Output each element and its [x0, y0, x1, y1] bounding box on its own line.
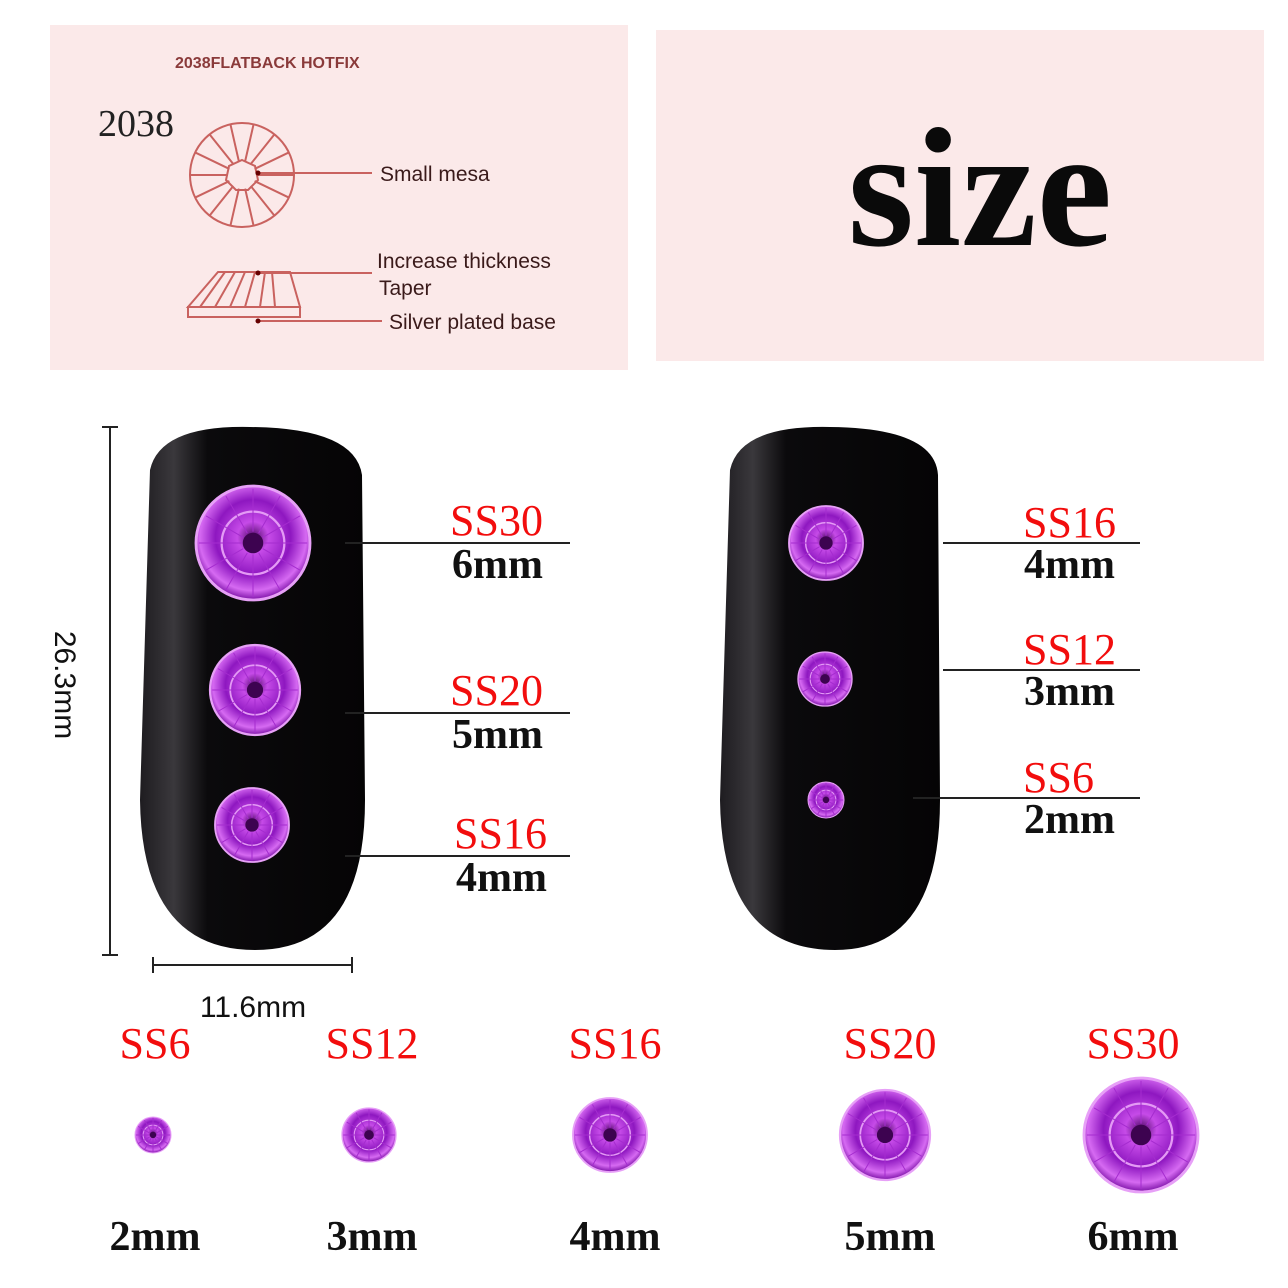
size-code: SS16 [1023, 498, 1116, 547]
facet-line [249, 133, 276, 165]
rhinestone [788, 505, 864, 581]
facet-line [229, 188, 240, 226]
facet-line [244, 124, 255, 162]
rhinestone [797, 651, 853, 707]
sample-code: SS6 [120, 1019, 191, 1068]
label-taper: Taper [379, 277, 432, 300]
size-code: SS16 [454, 809, 547, 858]
top-view-icon [189, 122, 295, 228]
sample-size: 2mm [110, 1214, 201, 1260]
height-dimension: 26.3mm [48, 426, 118, 956]
size-code: SS20 [450, 666, 543, 715]
width-label: 11.6mm [200, 991, 306, 1024]
facet-line [194, 151, 230, 170]
rhinestone [214, 787, 290, 863]
facet-line [194, 180, 230, 199]
page-title: size [848, 94, 1112, 282]
size-code: SS30 [450, 496, 543, 545]
width-dimension: 11.6mm [152, 957, 353, 1024]
diagram-heading: 2038FLATBACK HOTFIX [175, 55, 360, 72]
label-silver-base: Silver plated base [389, 311, 556, 334]
facet-line [254, 180, 290, 199]
side-view-icon [185, 271, 302, 318]
title-panel: size [656, 30, 1264, 361]
rhinestone [838, 1088, 932, 1182]
sample-size: 5mm [845, 1214, 936, 1260]
rhinestone [807, 781, 845, 819]
sample-code: SS30 [1087, 1019, 1180, 1068]
size-mm: 4mm [1024, 542, 1115, 588]
label-small-mesa: Small mesa [380, 163, 490, 186]
facet-line [244, 188, 255, 226]
size-mm: 5mm [452, 712, 543, 758]
rhinestone [194, 484, 312, 602]
rhinestone [1082, 1076, 1200, 1194]
model-number: 2038 [98, 103, 174, 145]
label-increase-thickness: Increase thickness [377, 250, 551, 273]
sample-code: SS16 [569, 1019, 662, 1068]
sample-code: SS20 [844, 1019, 937, 1068]
facet-line [208, 133, 235, 165]
size-mm: 2mm [1024, 797, 1115, 843]
sample-size: 6mm [1088, 1214, 1179, 1260]
rhinestone [341, 1107, 397, 1163]
rhinestone [208, 643, 302, 737]
rhinestone [134, 1116, 172, 1154]
size-code: SS12 [1023, 625, 1116, 674]
diagram-panel: 2038FLATBACK HOTFIX 2038 Small mesa Incr… [50, 25, 628, 370]
size-mm: 4mm [456, 855, 547, 901]
height-label: 26.3mm [48, 631, 81, 739]
size-mm: 6mm [452, 542, 543, 588]
sample-row: SS6 2mm SS12 3mm SS16 4mm SS20 5mm SS30 6mm [110, 1019, 1200, 1260]
rhinestone [572, 1097, 648, 1173]
size-mm: 3mm [1024, 669, 1115, 715]
facet-line [249, 185, 276, 217]
facet-line [229, 124, 240, 162]
facet-line [254, 151, 290, 170]
facet-line [208, 185, 235, 217]
sample-code: SS12 [326, 1019, 419, 1068]
sample-size: 3mm [327, 1214, 418, 1260]
size-code: SS6 [1023, 753, 1094, 802]
sample-size: 4mm [570, 1214, 661, 1260]
